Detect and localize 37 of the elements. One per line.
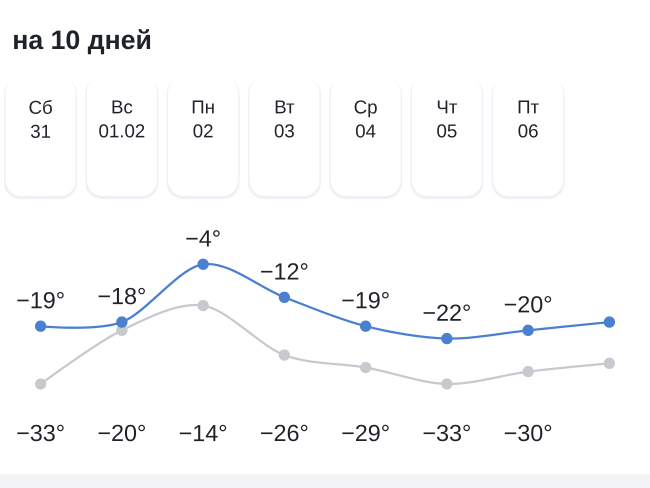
point	[604, 316, 616, 328]
point	[278, 292, 290, 303]
data-label: −19°	[342, 292, 389, 308]
data-label: −30°	[504, 424, 552, 442]
point	[116, 316, 128, 328]
point	[278, 349, 290, 361]
x-tick-label: Вс 01.02	[99, 100, 144, 138]
data-label: −22°	[424, 304, 470, 321]
point	[441, 332, 453, 344]
point	[34, 378, 46, 390]
point	[441, 378, 453, 390]
x-tick-label: Пт 06	[518, 100, 539, 138]
point	[522, 366, 534, 378]
point	[360, 320, 372, 332]
data-label: −26°	[261, 424, 308, 442]
data-label: −20°	[504, 296, 552, 313]
data-label: −14°	[180, 424, 226, 442]
x-tick-label: Сб 31	[29, 100, 52, 138]
point	[360, 362, 372, 374]
data-label: −19°	[17, 292, 64, 308]
point	[34, 320, 46, 332]
point	[522, 324, 534, 336]
x-tick-label: Чт 05	[437, 100, 458, 138]
data-label: −12°	[261, 263, 308, 280]
x-tick-label: Пн 02	[192, 100, 214, 138]
point	[197, 258, 209, 270]
chart-title: на 10 дней	[14, 29, 150, 54]
point	[197, 300, 209, 312]
data-label: −18°	[98, 288, 145, 304]
data-label: −20°	[98, 424, 145, 442]
data-label: −33°	[17, 424, 64, 442]
data-label: −33°	[424, 424, 470, 442]
data-label: −29°	[342, 424, 389, 442]
x-tick-label: Ср 04	[354, 100, 377, 138]
point	[604, 358, 616, 370]
data-label: −4°	[186, 230, 220, 246]
x-tick-label: Вт 03	[274, 100, 294, 138]
